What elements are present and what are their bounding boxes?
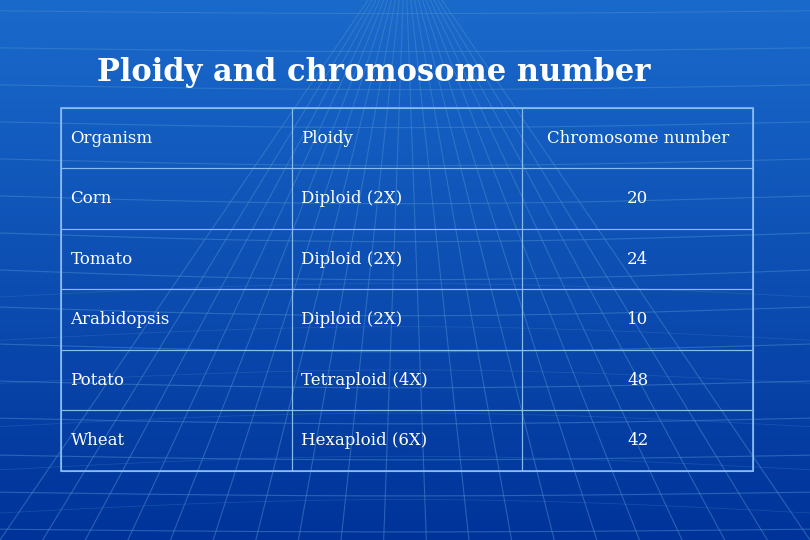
Text: 24: 24 [627, 251, 649, 268]
Text: 20: 20 [627, 190, 649, 207]
Text: 48: 48 [627, 372, 649, 389]
Text: Ploidy: Ploidy [301, 130, 353, 147]
Bar [522, 229, 753, 289]
Text: Wheat: Wheat [70, 432, 125, 449]
Text: Diploid (2X): Diploid (2X) [301, 251, 403, 268]
Bar [522, 289, 753, 350]
Bar [61, 229, 292, 289]
Text: Arabidopsis: Arabidopsis [70, 311, 170, 328]
Bar [61, 350, 292, 410]
Bar [522, 410, 753, 471]
Text: 10: 10 [627, 311, 649, 328]
Bar [292, 410, 522, 471]
Text: Potato: Potato [70, 372, 125, 389]
Bar [522, 350, 753, 410]
Bar [522, 108, 753, 168]
Text: Tomato: Tomato [70, 251, 133, 268]
Bar [292, 108, 522, 168]
Bar [522, 168, 753, 229]
Text: Diploid (2X): Diploid (2X) [301, 311, 403, 328]
Text: 42: 42 [627, 432, 649, 449]
Bar [292, 168, 522, 229]
Bar [61, 168, 292, 229]
Text: Ploidy and chromosome number: Ploidy and chromosome number [97, 57, 650, 89]
Bar [292, 289, 522, 350]
Text: Tetraploid (4X): Tetraploid (4X) [301, 372, 428, 389]
Bar [61, 410, 292, 471]
Text: Hexaploid (6X): Hexaploid (6X) [301, 432, 428, 449]
Bar [61, 289, 292, 350]
Text: Corn: Corn [70, 190, 112, 207]
Text: Diploid (2X): Diploid (2X) [301, 190, 403, 207]
Bar [292, 229, 522, 289]
Bar [61, 108, 753, 471]
Bar [61, 108, 292, 168]
Text: Chromosome number: Chromosome number [547, 130, 729, 147]
Text: Organism: Organism [70, 130, 152, 147]
Bar [292, 350, 522, 410]
